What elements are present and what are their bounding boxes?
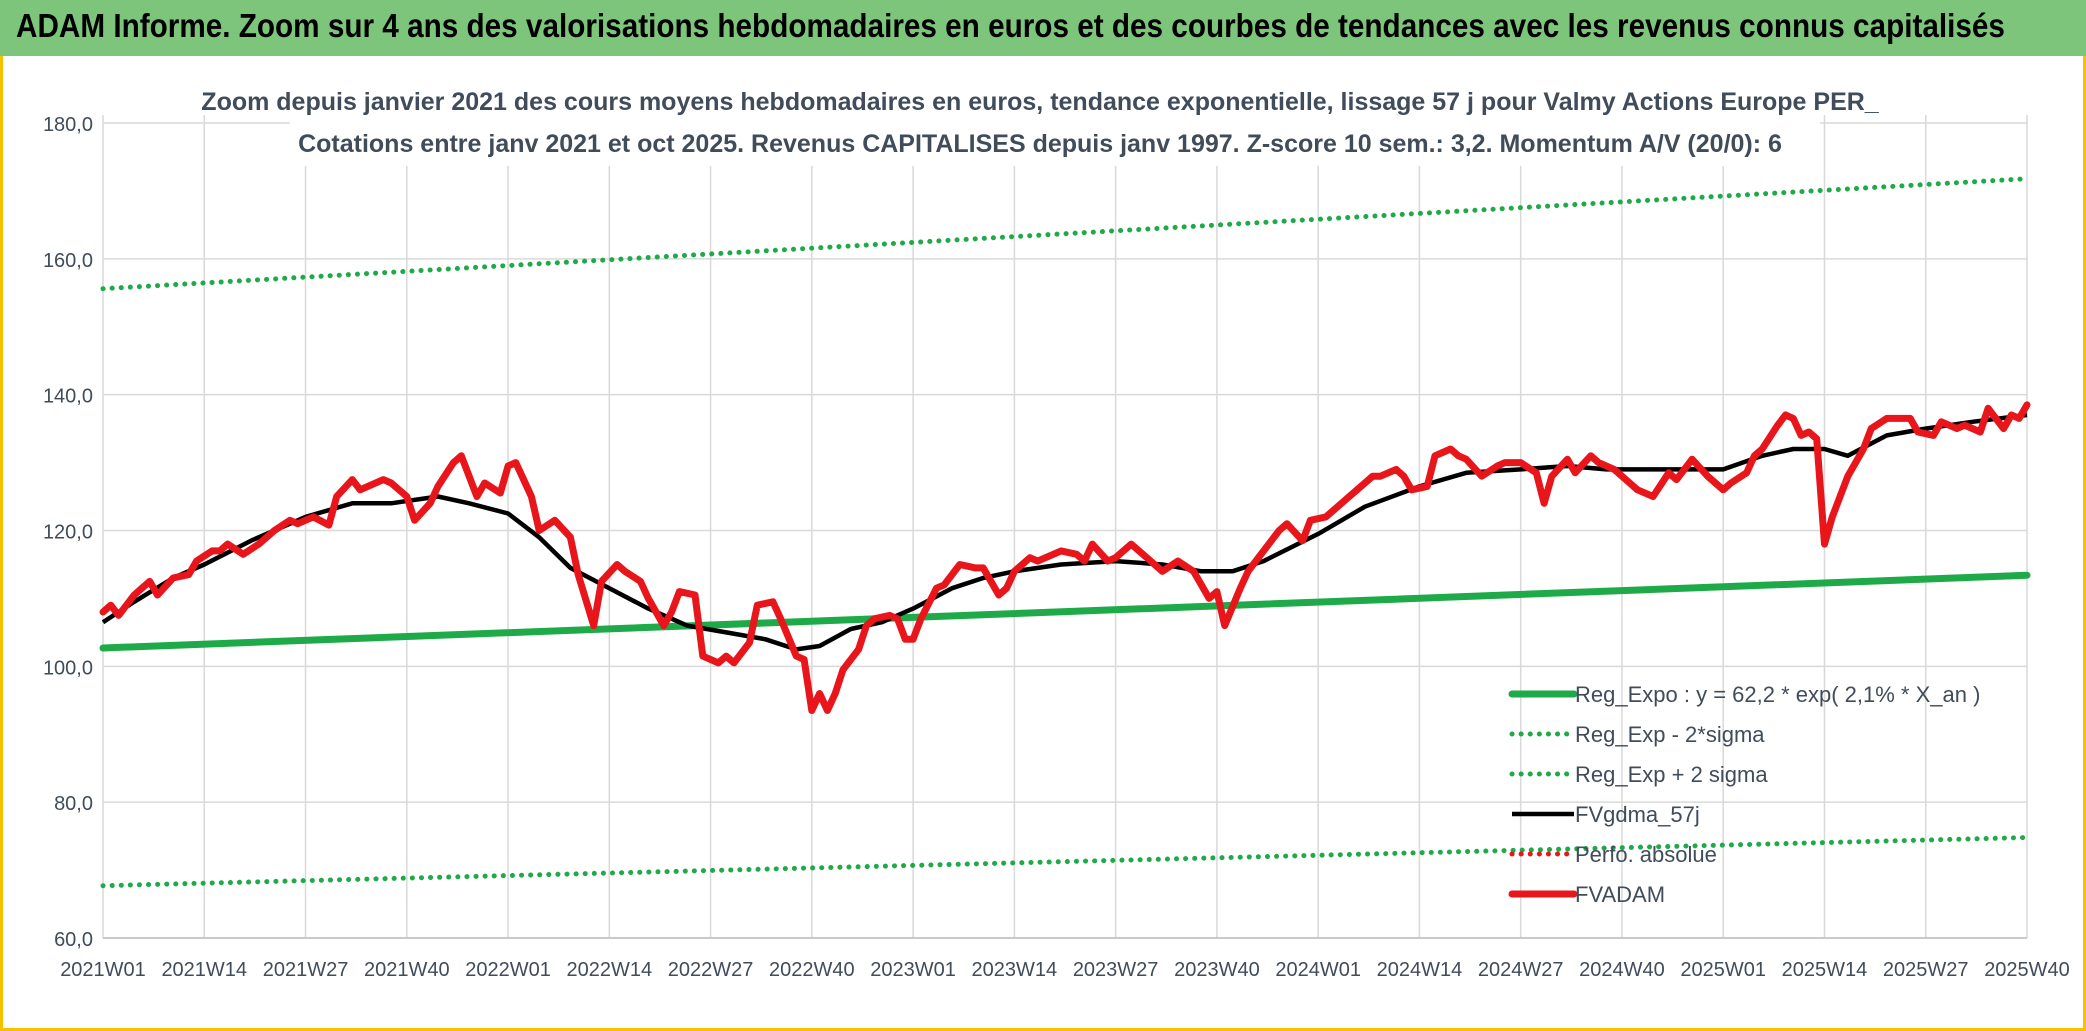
- report-banner: ADAM Informe. Zoom sur 4 ans des valoris…: [0, 0, 2086, 56]
- legend: Reg_Expo : y = 62,2 * exp( 2,1% * X_an )…: [1508, 682, 1980, 907]
- x-tick-label: 2024W27: [1478, 959, 1564, 981]
- legend-label: Perfo. absolue: [1575, 842, 1717, 867]
- legend-label: FVADAM: [1575, 882, 1665, 907]
- chart-title: Zoom depuis janvier 2021 des cours moyen…: [201, 88, 1880, 116]
- legend-label: Reg_Exp + 2 sigma: [1575, 762, 1768, 787]
- x-tick-label: 2022W27: [668, 959, 754, 981]
- series-line-0: [99, 571, 2031, 652]
- x-tick-label: 2025W40: [1984, 959, 2070, 981]
- chart-frame: [0, 56, 2086, 1031]
- grid-lines: [102, 115, 2028, 939]
- y-tick-label: 100,0: [43, 657, 93, 679]
- x-tick-label: 2022W40: [769, 959, 855, 981]
- legend-label: FVgdma_57j: [1575, 802, 1700, 827]
- legend-item: Reg_Exp - 2*sigma: [1509, 722, 1765, 747]
- x-tick-label: 2024W01: [1275, 959, 1361, 981]
- y-tick-label: 80,0: [54, 793, 93, 815]
- x-tick-label: 2024W40: [1579, 959, 1665, 981]
- legend-item: Reg_Exp + 2 sigma: [1509, 762, 1768, 787]
- y-tick-label: 180,0: [43, 114, 93, 136]
- x-axis: 2021W01 2021W14 2021W27 2021W40 2022W01 2022W…: [60, 959, 2070, 981]
- series-line-5: [99, 401, 2031, 714]
- legend-item: FVgdma_57j: [1512, 802, 1700, 827]
- report-title: ADAM Informe. Zoom sur 4 ans des valoris…: [16, 7, 2005, 44]
- y-tick-label: 160,0: [43, 250, 93, 272]
- x-tick-label: 2022W01: [465, 959, 551, 981]
- y-axis: 60,0 80,0 100,0 120,0 140,0 160,0 180,0: [43, 114, 93, 951]
- legend-item: Perfo. absolue: [1509, 842, 1717, 867]
- x-tick-label: 2025W14: [1782, 959, 1868, 981]
- x-tick-label: 2023W01: [870, 959, 956, 981]
- legend-label: Reg_Expo : y = 62,2 * exp( 2,1% * X_an ): [1575, 682, 1980, 707]
- y-tick-label: 60,0: [54, 929, 93, 951]
- x-tick-label: 2025W01: [1680, 959, 1766, 981]
- series-line-2: [100, 176, 2030, 292]
- x-tick-label: 2025W27: [1883, 959, 1969, 981]
- title-backdrop: [290, 78, 1820, 166]
- series-layer: [99, 176, 2031, 889]
- x-tick-label: 2024W14: [1377, 959, 1463, 981]
- x-tick-label: 2023W27: [1073, 959, 1159, 981]
- x-tick-label: 2021W27: [263, 959, 349, 981]
- y-tick-label: 140,0: [43, 386, 93, 408]
- x-tick-label: 2021W40: [364, 959, 450, 981]
- y-tick-label: 120,0: [43, 522, 93, 544]
- x-tick-label: 2023W14: [972, 959, 1058, 981]
- x-tick-label: 2023W40: [1174, 959, 1260, 981]
- x-tick-label: 2021W14: [161, 959, 247, 981]
- x-tick-label: 2022W14: [567, 959, 653, 981]
- legend-item: FVADAM: [1508, 882, 1665, 907]
- x-tick-label: 2021W01: [60, 959, 146, 981]
- series-line-3: [101, 412, 2028, 652]
- chart-subtitle: Cotations entre janv 2021 et oct 2025. R…: [298, 130, 1782, 158]
- legend-item: Reg_Expo : y = 62,2 * exp( 2,1% * X_an ): [1508, 682, 1980, 707]
- legend-label: Reg_Exp - 2*sigma: [1575, 722, 1765, 747]
- series-line-1: [100, 835, 2030, 889]
